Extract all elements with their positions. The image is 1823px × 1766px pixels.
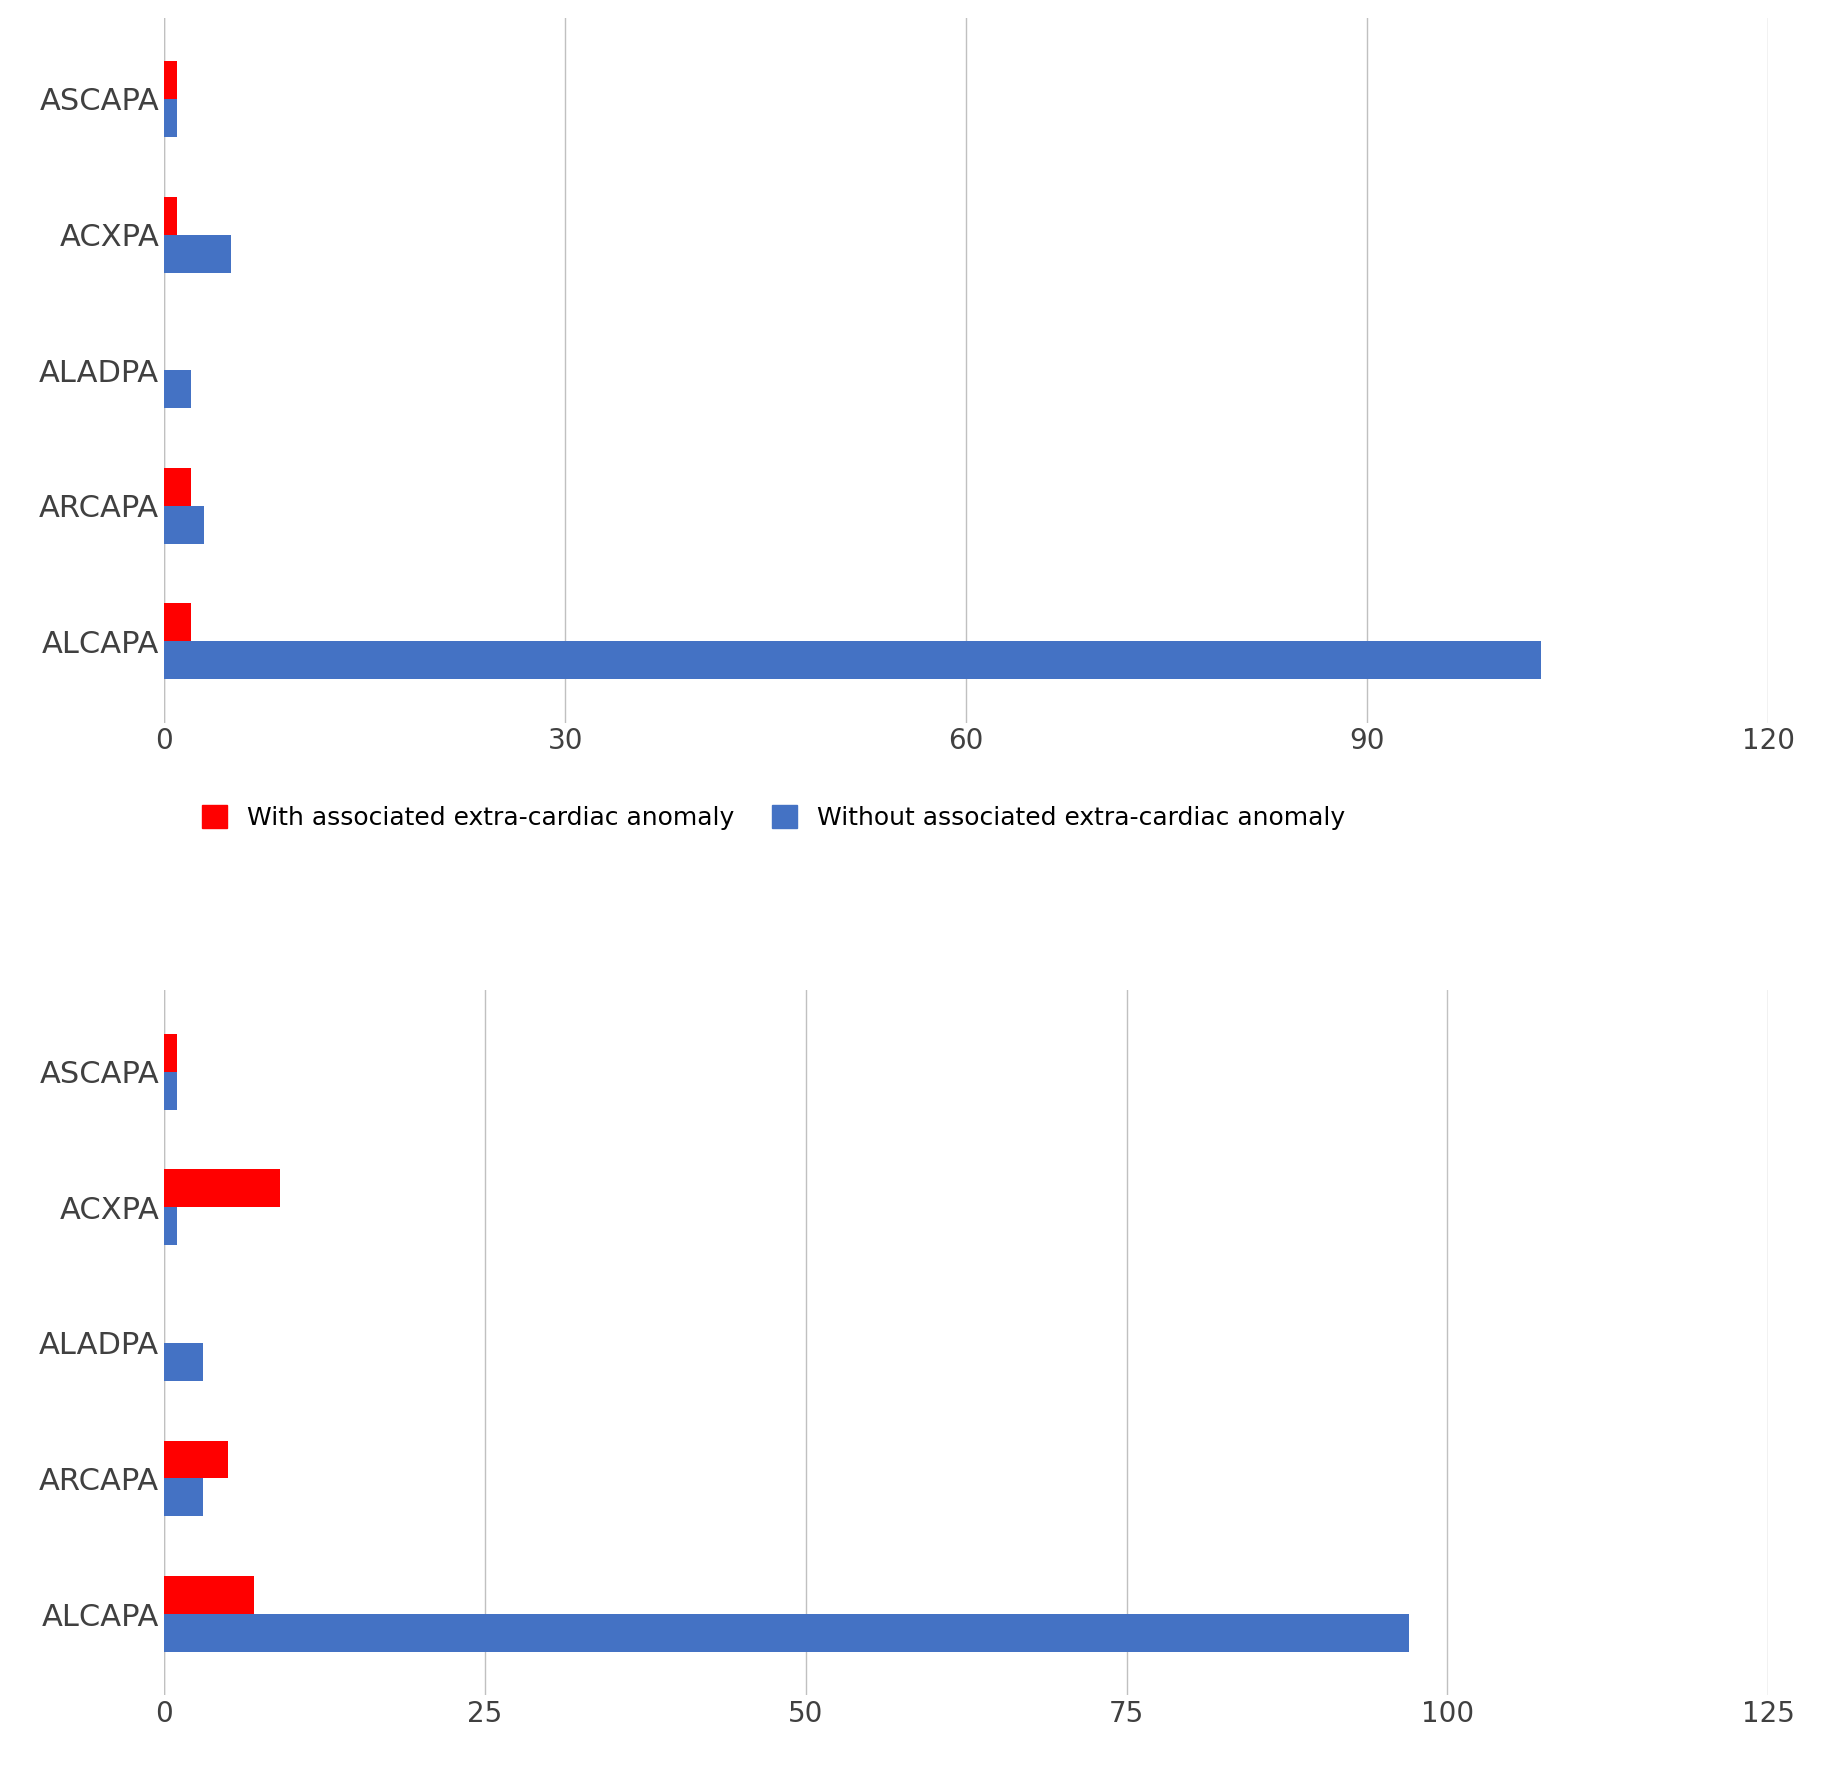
Bar xyxy=(164,1614,1409,1651)
Bar xyxy=(164,1033,177,1072)
Bar xyxy=(164,1072,177,1109)
Bar xyxy=(164,604,191,641)
Bar xyxy=(164,1208,177,1245)
Bar xyxy=(164,62,177,99)
Bar xyxy=(164,371,191,408)
Bar xyxy=(164,235,232,272)
Bar xyxy=(164,1575,253,1614)
Bar xyxy=(164,1441,228,1478)
Bar xyxy=(164,1342,202,1381)
Bar xyxy=(164,468,191,505)
Bar xyxy=(164,99,177,138)
Bar xyxy=(164,1478,202,1517)
Bar xyxy=(164,505,204,544)
Bar xyxy=(164,1169,279,1208)
Legend: With associated extra-cardiac anomaly, Without associated extra-cardiac anomaly: With associated extra-cardiac anomaly, W… xyxy=(202,805,1345,830)
Bar xyxy=(164,641,1540,680)
Bar xyxy=(164,196,177,235)
